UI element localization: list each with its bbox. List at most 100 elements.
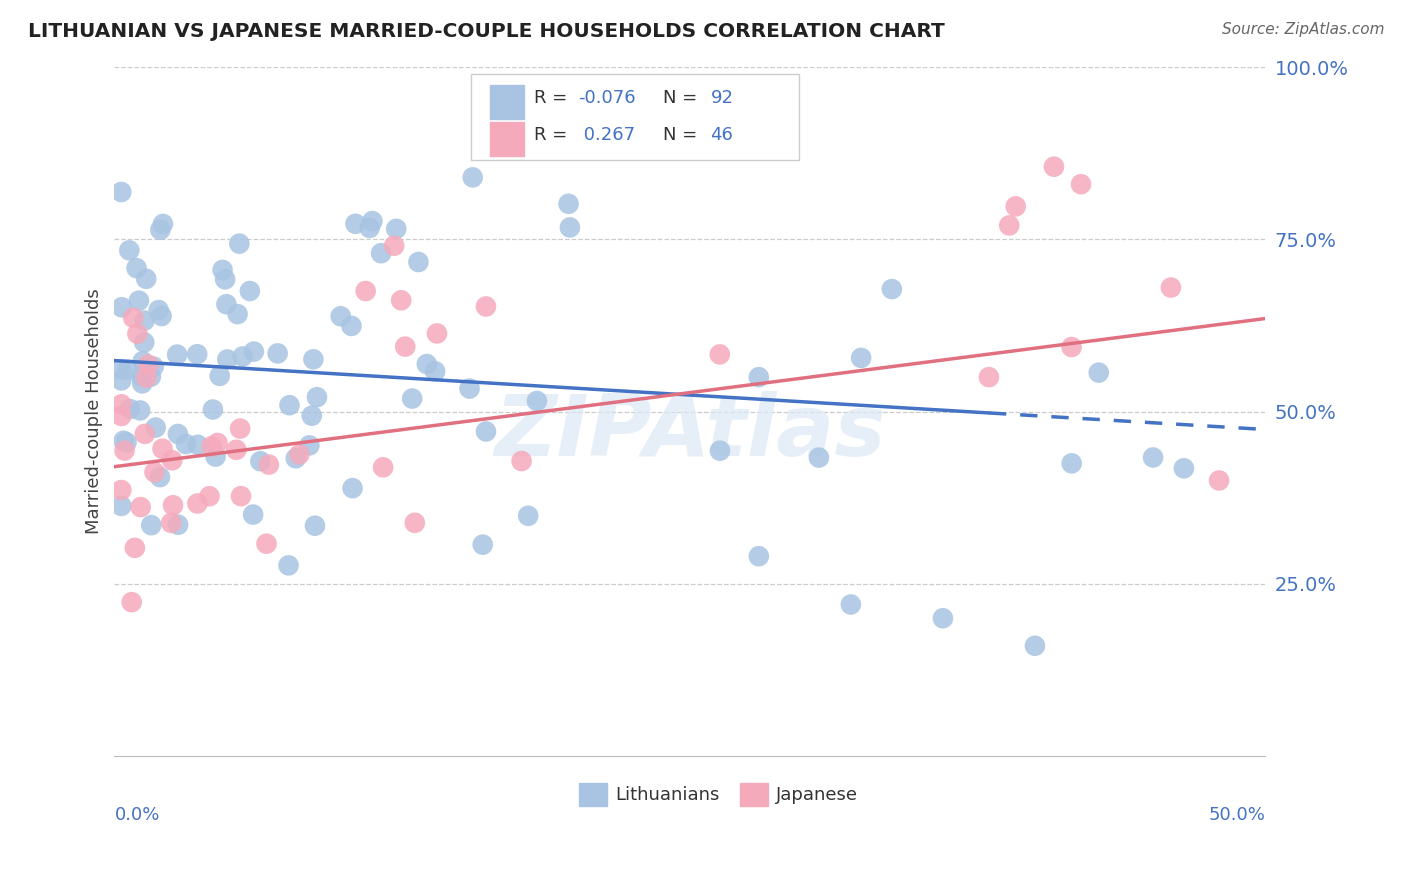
Point — [517, 115, 540, 129]
Point — [112, 434, 135, 448]
Text: 0.0%: 0.0% — [114, 805, 160, 823]
Point — [709, 347, 731, 361]
Point — [129, 403, 152, 417]
Point — [187, 438, 209, 452]
Text: LITHUANIAN VS JAPANESE MARRIED-COUPLE HOUSEHOLDS CORRELATION CHART: LITHUANIAN VS JAPANESE MARRIED-COUPLE HO… — [28, 22, 945, 41]
Text: R =: R = — [534, 126, 574, 144]
Point — [401, 392, 423, 406]
Point — [370, 246, 392, 260]
Point — [121, 595, 143, 609]
Point — [110, 499, 132, 513]
Point — [475, 300, 498, 314]
Point — [167, 517, 190, 532]
Text: N =: N = — [664, 126, 703, 144]
Point — [359, 221, 381, 235]
Point — [160, 516, 183, 530]
Point — [110, 373, 132, 387]
Point — [558, 220, 581, 235]
Point — [217, 352, 239, 367]
Point — [278, 398, 301, 412]
Point — [152, 442, 174, 456]
Point — [229, 421, 252, 435]
Point — [302, 352, 325, 367]
Point — [1004, 199, 1026, 213]
Point — [214, 272, 236, 286]
Point — [114, 443, 136, 458]
Point — [162, 498, 184, 512]
Point — [243, 344, 266, 359]
Point — [1070, 178, 1092, 192]
Point — [526, 393, 548, 408]
Point — [129, 500, 152, 514]
Point — [135, 272, 157, 286]
Point — [1024, 639, 1046, 653]
Point — [304, 518, 326, 533]
Point — [361, 214, 384, 228]
Text: Source: ZipAtlas.com: Source: ZipAtlas.com — [1222, 22, 1385, 37]
Point — [458, 382, 481, 396]
Point — [186, 496, 208, 510]
Point — [839, 598, 862, 612]
Point — [748, 115, 770, 129]
Point — [111, 300, 134, 314]
Point — [136, 358, 159, 372]
Point — [382, 239, 405, 253]
FancyBboxPatch shape — [471, 74, 799, 160]
Point — [174, 437, 197, 451]
Point — [1060, 340, 1083, 354]
Point — [239, 284, 262, 298]
Point — [998, 219, 1021, 233]
Text: Japanese: Japanese — [776, 787, 858, 805]
Point — [118, 244, 141, 258]
Point — [226, 307, 249, 321]
Point — [122, 310, 145, 325]
Point — [124, 541, 146, 555]
Point — [148, 303, 170, 318]
Point — [229, 489, 252, 503]
Point — [257, 458, 280, 472]
Point — [394, 340, 416, 354]
Text: ZIPAtlas: ZIPAtlas — [494, 391, 886, 474]
FancyBboxPatch shape — [579, 783, 607, 806]
Point — [354, 284, 377, 298]
Point — [131, 354, 153, 368]
Point — [389, 293, 412, 308]
Point — [510, 454, 533, 468]
Point — [340, 318, 363, 333]
Point — [748, 370, 770, 384]
Point — [166, 348, 188, 362]
Point — [932, 611, 955, 625]
Point — [242, 508, 264, 522]
Point — [709, 443, 731, 458]
FancyBboxPatch shape — [741, 783, 768, 806]
Point — [256, 537, 278, 551]
Point — [266, 346, 288, 360]
Point — [201, 402, 224, 417]
Point — [141, 518, 163, 533]
Point — [1087, 366, 1109, 380]
Point — [342, 481, 364, 495]
Point — [160, 453, 183, 467]
Point — [215, 297, 238, 311]
Point — [880, 282, 903, 296]
Point — [127, 326, 149, 341]
Point — [142, 359, 165, 374]
FancyBboxPatch shape — [489, 121, 524, 156]
Point — [208, 368, 231, 383]
Point — [329, 310, 352, 324]
Point — [385, 222, 408, 236]
Point — [110, 362, 132, 376]
Point — [200, 439, 222, 453]
Text: Lithuanians: Lithuanians — [614, 787, 720, 805]
Text: 92: 92 — [710, 89, 734, 107]
Point — [129, 368, 152, 383]
Point — [371, 460, 394, 475]
Point — [117, 362, 139, 376]
Point — [167, 427, 190, 442]
Point — [135, 370, 157, 384]
Point — [128, 293, 150, 308]
Point — [125, 261, 148, 276]
Point — [475, 425, 498, 439]
Point — [288, 447, 311, 461]
Point — [152, 217, 174, 231]
